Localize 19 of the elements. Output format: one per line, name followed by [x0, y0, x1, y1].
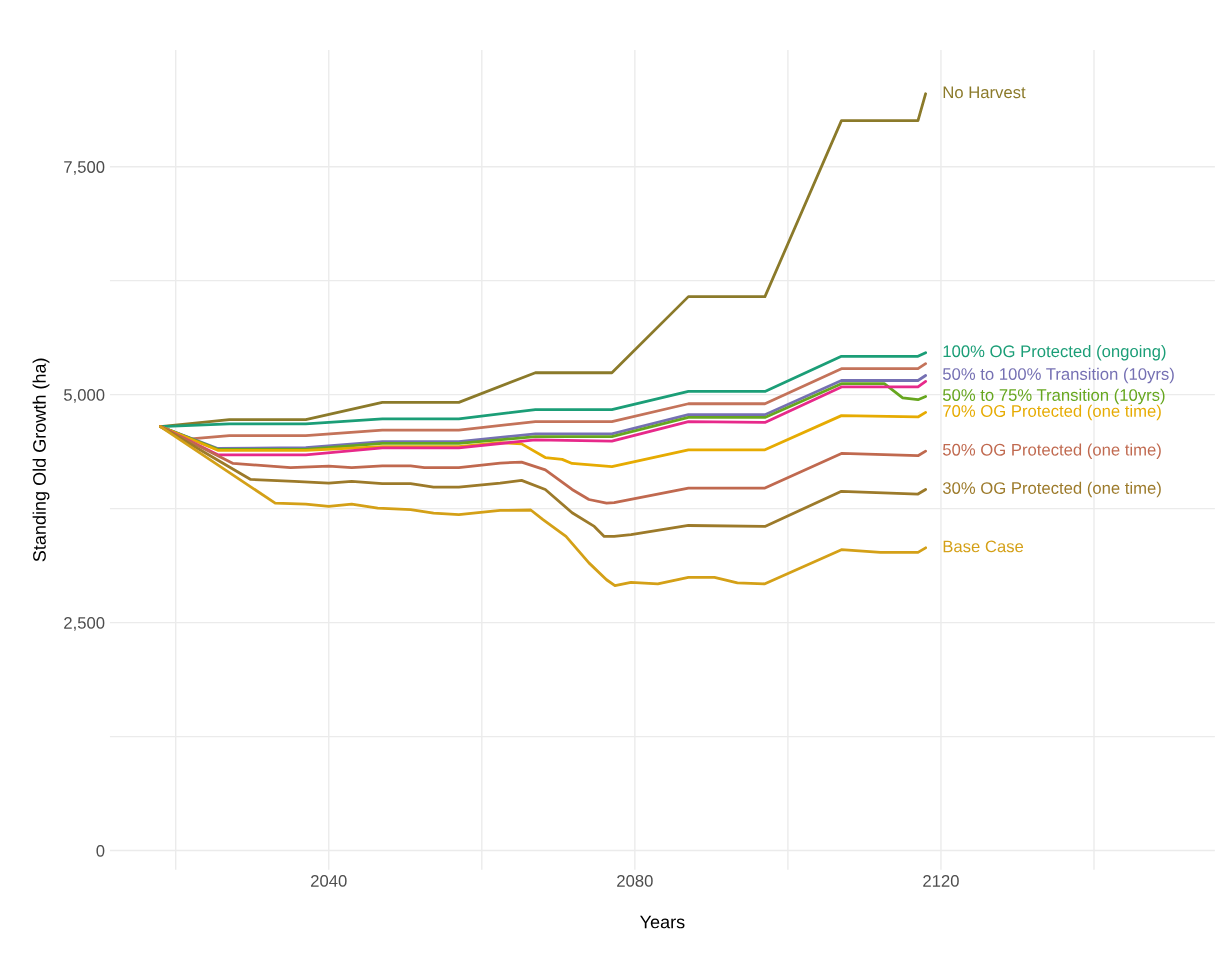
x-tick-label: 2040 — [311, 875, 347, 887]
y-tick-label: 0 — [96, 844, 105, 857]
x-axis-title: Years — [640, 915, 685, 929]
y-tick-label: 7,500 — [64, 161, 105, 175]
series-label: 70% OG Protected (one time) — [943, 404, 1161, 421]
y-tick-label: 5,000 — [63, 389, 105, 403]
y-tick-label: 2,500 — [64, 617, 105, 631]
x-tick-label: 2120 — [923, 875, 959, 887]
series-label: 100% OG Protected (ongoing) — [943, 344, 1166, 361]
series-label: 50% OG Protected (one time) — [942, 443, 1161, 459]
series-label: 50% to 75% Transition (10yrs) — [942, 388, 1165, 405]
line-series — [159, 425, 928, 588]
line-series — [159, 351, 928, 428]
x-tick-label: 2080 — [617, 875, 653, 887]
series-label: 50% to 100% Transition (10yrs) — [942, 367, 1174, 384]
series-label: No Harvest — [943, 86, 1026, 99]
y-axis-title: Standing Old Growth (ha) — [32, 358, 50, 562]
series-label: Base Case — [943, 540, 1024, 553]
series-label: 30% OG Protected (one time) — [942, 481, 1161, 498]
